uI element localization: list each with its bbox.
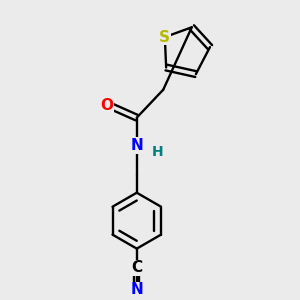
Text: N: N: [130, 138, 143, 153]
Text: N: N: [130, 282, 143, 297]
Text: C: C: [131, 260, 142, 275]
Text: S: S: [159, 30, 170, 45]
Text: O: O: [100, 98, 113, 113]
Text: H: H: [152, 145, 163, 159]
